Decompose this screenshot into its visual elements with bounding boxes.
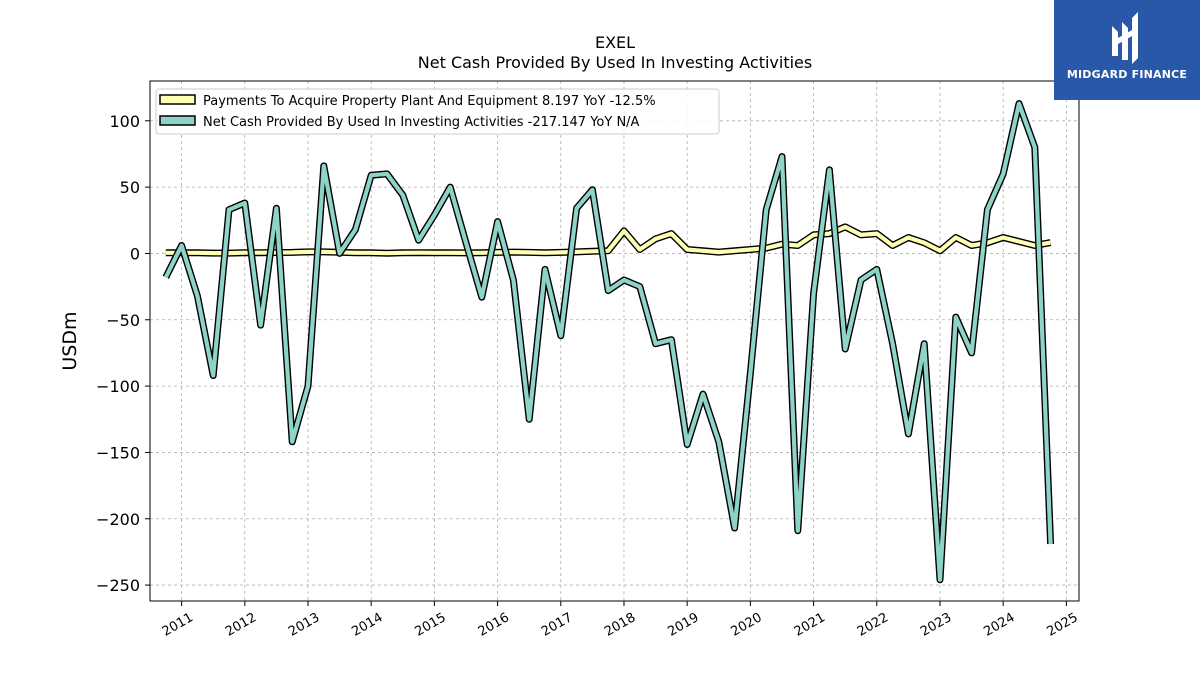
y-tick-label: 100 bbox=[109, 112, 140, 131]
x-tick-label: 2019 bbox=[665, 610, 701, 640]
y-tick-label: 0 bbox=[130, 244, 140, 263]
x-tick-label: 2021 bbox=[792, 610, 828, 640]
legend-box bbox=[155, 88, 720, 135]
chart-title: EXEL bbox=[595, 33, 635, 52]
series-1-line bbox=[162, 100, 1055, 584]
y-tick-label: −200 bbox=[96, 510, 140, 529]
x-tick-label: 2025 bbox=[1045, 610, 1081, 640]
series-layer bbox=[162, 100, 1055, 584]
legend-label: Net Cash Provided By Used In Investing A… bbox=[203, 115, 640, 130]
x-tick-label: 2011 bbox=[160, 610, 196, 640]
series-1-outline bbox=[162, 100, 1055, 584]
series-0-line bbox=[165, 223, 1052, 257]
x-tick-label: 2023 bbox=[918, 610, 954, 640]
x-tick-label: 2022 bbox=[855, 610, 891, 640]
x-tick-label: 2015 bbox=[413, 610, 449, 640]
x-axis: 2011 2012 2013 2014 2015 2016 2017 2018 2019 2020… bbox=[160, 601, 1081, 640]
series-0-stroke bbox=[165, 224, 1051, 256]
x-tick-label: 2017 bbox=[539, 610, 575, 640]
y-tick-label: −50 bbox=[106, 311, 140, 330]
legend-swatch bbox=[159, 94, 196, 105]
x-tick-label: 2012 bbox=[223, 610, 259, 640]
grid-lines bbox=[150, 81, 1079, 601]
series-1-stroke bbox=[163, 101, 1053, 582]
legend-label: Payments To Acquire Property Plant And E… bbox=[203, 94, 656, 109]
x-tick-label: 2016 bbox=[476, 610, 512, 640]
y-tick-label: 50 bbox=[120, 178, 140, 197]
legend[interactable]: Payments To Acquire Property Plant And E… bbox=[155, 88, 720, 135]
chart-subtitle: Net Cash Provided By Used In Investing A… bbox=[418, 53, 812, 72]
brand-logo: MIDGARD FINANCE bbox=[1054, 0, 1200, 100]
brand-mark-icon bbox=[1112, 12, 1138, 64]
y-axis: 100 50 0 −50 −100 −150 −200 −250 bbox=[96, 112, 150, 595]
x-tick-label: 2020 bbox=[729, 610, 765, 640]
y-tick-label: −100 bbox=[96, 377, 140, 396]
plot-frame bbox=[149, 80, 1080, 602]
y-tick-label: −250 bbox=[96, 576, 140, 595]
x-tick-label: 2024 bbox=[981, 610, 1017, 640]
y-tick-label: −150 bbox=[96, 443, 140, 462]
x-tick-label: 2013 bbox=[286, 610, 322, 640]
y-axis-label: USDm bbox=[59, 311, 81, 370]
x-tick-label: 2014 bbox=[349, 610, 385, 640]
brand-name: MIDGARD FINANCE bbox=[1066, 68, 1188, 81]
legend-swatch bbox=[159, 115, 196, 126]
x-tick-label: 2018 bbox=[602, 610, 638, 640]
